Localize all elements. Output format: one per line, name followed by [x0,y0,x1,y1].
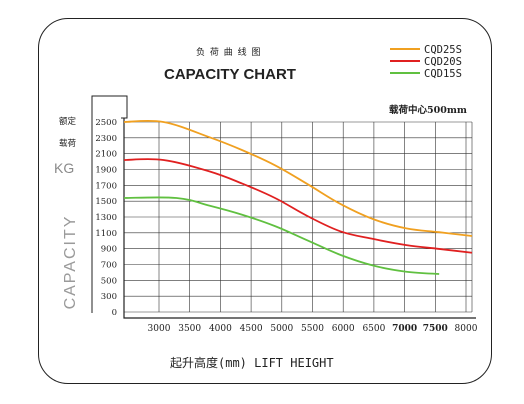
y-tick-label: 300 [101,292,117,302]
x-tick-label: 6500 [362,324,385,334]
legend-label-cqd25s: CQD25S [424,44,462,56]
x-tick-label: 4000 [209,324,232,334]
y-tick-label: 1100 [95,229,117,239]
y-tick-label: 900 [101,245,117,255]
x-tick-label: 3000 [148,324,171,334]
x-axis-line [123,315,476,319]
y-tick-label: 1500 [95,197,117,207]
y-tick-label: 700 [101,261,117,271]
x-tick-labels: 3000 3500 4000 4500 5000 5500 6000 6500 7000 7500… [148,324,478,334]
y-tick-label: 500 [101,276,117,286]
mast-bracket [91,95,128,313]
y-label-unit: KG [54,160,74,176]
x-tick-label: 5500 [301,324,324,334]
chart-title: CAPACITY CHART [164,66,296,83]
grid-lines [124,121,473,313]
y-tick-label: 1300 [95,213,117,223]
y-label-load: 载荷 [59,138,77,149]
chart-title-chinese: 负 荷 曲 线 图 [196,46,261,58]
legend-label-cqd15s: CQD15S [424,68,462,80]
series-line-cqd20s [123,158,473,254]
y-tick-label: 1900 [95,166,117,176]
y-tick-labels: 2500 2300 2100 1900 1700 1500 1300 1100 900 700 50… [95,118,117,318]
x-tick-label: 7000 [392,324,417,334]
y-label-rated: 额定 [59,116,77,127]
y-tick-label: 1700 [95,181,117,191]
y-tick-label: 2100 [95,150,117,160]
legend-label-cqd20s: CQD20S [424,56,462,68]
y-tick-label: 2300 [95,134,117,144]
y-axis-title: CAPACITY [62,215,79,310]
x-tick-label: 5000 [270,324,293,334]
y-tick-label: 0 [112,308,117,318]
series-lines [123,119,473,275]
series-line-cqd25s [123,119,473,237]
series-line-cqd15s [123,196,440,275]
x-tick-label: 8000 [455,324,478,334]
axes [123,118,476,319]
x-tick-label: 6000 [332,324,355,334]
x-tick-label: 4500 [240,324,263,334]
y-tick-label: 2500 [95,118,117,128]
x-axis-title: 起升高度(mm) LIFT HEIGHT [170,355,334,370]
load-center-label: 载荷中心500mm [389,104,467,116]
x-tick-label: 7500 [423,324,448,334]
x-tick-label: 3500 [178,324,201,334]
